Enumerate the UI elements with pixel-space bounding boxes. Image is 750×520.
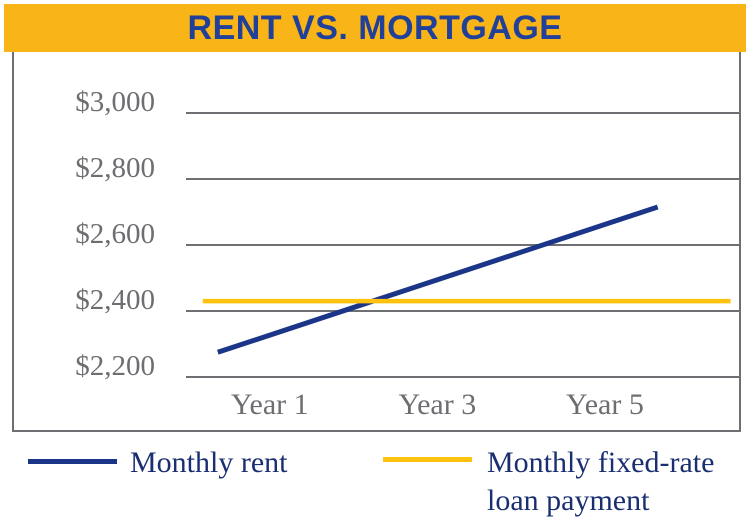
y-tick-label: $2,200 bbox=[75, 350, 155, 382]
x-tick-label: Year 1 bbox=[230, 388, 309, 421]
legend-label-fixed-rate-loan: Monthly fixed-rate loan payment bbox=[487, 446, 715, 517]
chart-title: RENT VS. MORTGAGE bbox=[187, 8, 563, 47]
gridline-2800 bbox=[186, 178, 739, 180]
gridline-2200 bbox=[186, 376, 739, 378]
y-tick-label: $2,400 bbox=[75, 284, 155, 316]
gridline-3000 bbox=[186, 112, 739, 114]
x-tick-label: Year 5 bbox=[566, 388, 644, 421]
y-tick-label: $2,800 bbox=[75, 152, 155, 184]
y-tick-label: $3,000 bbox=[75, 86, 155, 118]
x-tick-label: Year 3 bbox=[398, 388, 477, 421]
legend-label-monthly-rent: Monthly rent bbox=[130, 446, 288, 479]
legend-swatch-monthly-rent bbox=[28, 459, 117, 464]
legend-swatch-fixed-rate-loan bbox=[383, 457, 472, 462]
gridline-2600 bbox=[186, 244, 739, 246]
gridline-2400 bbox=[186, 310, 739, 312]
chart-title-bar: RENT VS. MORTGAGE bbox=[4, 4, 746, 52]
y-tick-label: $2,600 bbox=[75, 218, 155, 250]
